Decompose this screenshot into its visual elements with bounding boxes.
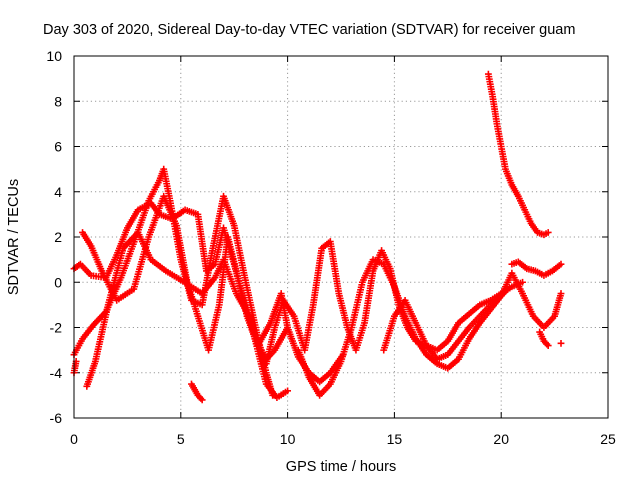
plot-frame bbox=[73, 55, 609, 419]
data-point bbox=[557, 339, 565, 347]
y-tick-label: 2 bbox=[54, 229, 62, 245]
grid bbox=[74, 56, 608, 418]
data-point bbox=[557, 260, 565, 268]
data-point bbox=[557, 290, 565, 297]
series-arc-6 bbox=[262, 238, 526, 368]
data-point bbox=[544, 342, 552, 349]
y-tick-label: 10 bbox=[46, 48, 62, 64]
x-tick-label: 10 bbox=[280, 431, 296, 447]
y-tick-label: 4 bbox=[54, 184, 62, 200]
x-tick-label: 5 bbox=[177, 431, 185, 447]
y-axis-label: SDTVAR / TECUs bbox=[6, 179, 22, 295]
data-point bbox=[519, 278, 526, 286]
y-tick-label: 8 bbox=[54, 93, 62, 109]
series-arc-5 bbox=[188, 380, 206, 404]
y-tick-label: -6 bbox=[50, 410, 63, 426]
y-tick-labels: -6 -4 -2 0 2 4 6 8 10 bbox=[46, 48, 62, 426]
series-arc-10 bbox=[508, 258, 565, 279]
data-point bbox=[284, 324, 291, 331]
y-tick-label: -2 bbox=[50, 320, 63, 336]
series-arc-4 bbox=[83, 229, 291, 402]
y-tick-label: 6 bbox=[54, 139, 62, 155]
data-point bbox=[198, 396, 206, 404]
series-arc-9 bbox=[484, 70, 552, 239]
x-tick-label: 15 bbox=[387, 431, 403, 447]
x-tick-label: 25 bbox=[600, 431, 616, 447]
x-tick-label: 0 bbox=[70, 431, 78, 447]
series-arc-8 bbox=[380, 285, 512, 363]
x-tick-label: 20 bbox=[493, 431, 509, 447]
data-point bbox=[504, 285, 512, 293]
series-arc-1 bbox=[70, 165, 277, 399]
data-point bbox=[284, 387, 291, 395]
chart-title: Day 303 of 2020, Sidereal Day-to-day VTE… bbox=[43, 22, 575, 38]
series-arc-11 bbox=[536, 328, 552, 349]
x-tick-labels: 0 5 10 15 20 25 bbox=[70, 431, 616, 447]
x-axis-label: GPS time / hours bbox=[286, 459, 396, 475]
plot-area bbox=[70, 70, 565, 404]
y-tick-label: 0 bbox=[54, 274, 62, 290]
series-arc-12 bbox=[70, 339, 565, 377]
data-point bbox=[544, 229, 552, 236]
y-tick-label: -4 bbox=[50, 365, 63, 381]
